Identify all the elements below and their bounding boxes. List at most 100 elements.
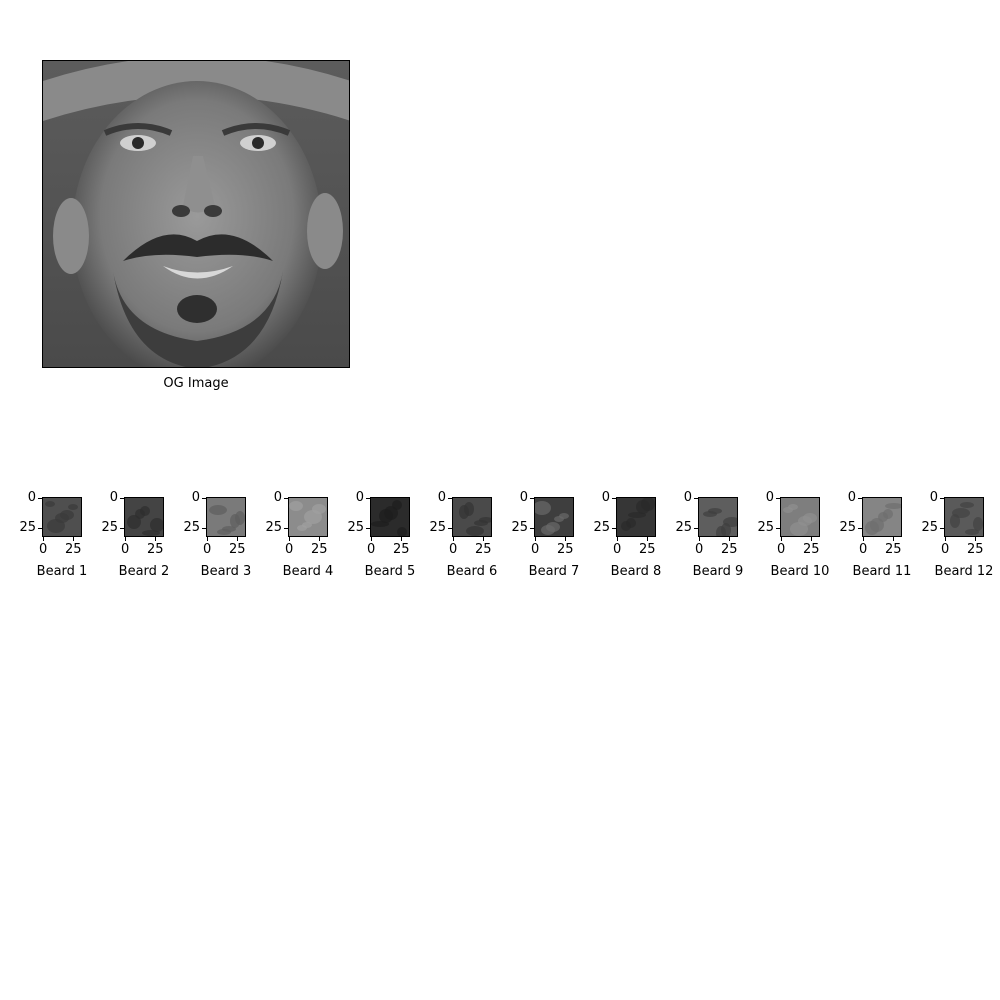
- y-tick: [694, 498, 698, 499]
- y-tick: [612, 498, 616, 499]
- x-tick-label: 0: [39, 542, 48, 557]
- y-tick-label: 25: [429, 520, 446, 535]
- y-tick-label: 0: [519, 490, 528, 505]
- x-tick: [729, 537, 730, 541]
- x-tick-label: 0: [367, 542, 376, 557]
- y-tick: [284, 498, 288, 499]
- x-tick-label: 0: [859, 542, 868, 557]
- beard-patch-caption: Beard 1: [36, 564, 88, 579]
- beard-patch-image: [125, 498, 163, 536]
- y-tick-label: 25: [593, 520, 610, 535]
- y-tick-label: 0: [109, 490, 118, 505]
- y-tick: [530, 498, 534, 499]
- beard-patch-2: [124, 497, 164, 537]
- beard-patch-caption: Beard 9: [692, 564, 744, 579]
- x-tick: [371, 537, 372, 541]
- y-tick-label: 25: [265, 520, 282, 535]
- x-tick-label: 25: [967, 542, 984, 557]
- x-tick: [289, 537, 290, 541]
- x-tick: [975, 537, 976, 541]
- x-tick-label: 25: [475, 542, 492, 557]
- y-tick: [202, 528, 206, 529]
- beard-patch-caption: Beard 2: [118, 564, 170, 579]
- x-tick-label: 0: [449, 542, 458, 557]
- x-tick: [811, 537, 812, 541]
- y-tick-label: 25: [183, 520, 200, 535]
- x-tick-label: 0: [203, 542, 212, 557]
- x-tick: [781, 537, 782, 541]
- x-tick-label: 25: [65, 542, 82, 557]
- x-tick: [237, 537, 238, 541]
- x-tick-label: 0: [941, 542, 950, 557]
- y-tick-label: 0: [929, 490, 938, 505]
- y-tick-label: 0: [273, 490, 282, 505]
- x-tick: [699, 537, 700, 541]
- x-tick: [647, 537, 648, 541]
- y-tick: [38, 528, 42, 529]
- beard-patch-caption: Beard 4: [282, 564, 334, 579]
- y-tick-label: 25: [675, 520, 692, 535]
- y-tick-label: 0: [191, 490, 200, 505]
- x-tick-label: 0: [613, 542, 622, 557]
- y-tick-label: 0: [847, 490, 856, 505]
- x-tick: [617, 537, 618, 541]
- beard-patch-7: [534, 497, 574, 537]
- y-tick-label: 0: [437, 490, 446, 505]
- x-tick-label: 0: [531, 542, 540, 557]
- beard-patch-image: [781, 498, 819, 536]
- y-tick: [38, 498, 42, 499]
- face-photo: [43, 61, 349, 367]
- beard-patch-image: [453, 498, 491, 536]
- y-tick: [366, 528, 370, 529]
- beard-patch-image: [945, 498, 983, 536]
- y-tick: [940, 528, 944, 529]
- beard-patch-caption: Beard 6: [446, 564, 498, 579]
- x-tick-label: 25: [721, 542, 738, 557]
- x-tick-label: 25: [393, 542, 410, 557]
- y-tick: [448, 528, 452, 529]
- beard-patch-1: [42, 497, 82, 537]
- y-tick: [202, 498, 206, 499]
- beard-patch-11: [862, 497, 902, 537]
- x-tick-label: 25: [147, 542, 164, 557]
- x-tick-label: 25: [311, 542, 328, 557]
- beard-patch-caption: Beard 10: [770, 564, 830, 579]
- beard-patch-caption: Beard 11: [852, 564, 912, 579]
- x-tick-label: 0: [285, 542, 294, 557]
- x-tick-label: 25: [639, 542, 656, 557]
- y-tick-label: 0: [601, 490, 610, 505]
- y-tick: [448, 498, 452, 499]
- beard-patch-image: [699, 498, 737, 536]
- y-tick-label: 25: [19, 520, 36, 535]
- beard-patch-9: [698, 497, 738, 537]
- x-tick: [155, 537, 156, 541]
- y-tick: [858, 498, 862, 499]
- x-tick: [535, 537, 536, 541]
- beard-patch-3: [206, 497, 246, 537]
- x-tick: [125, 537, 126, 541]
- beard-patch-6: [452, 497, 492, 537]
- x-tick: [453, 537, 454, 541]
- beard-patch-8: [616, 497, 656, 537]
- y-tick: [284, 528, 288, 529]
- x-tick: [207, 537, 208, 541]
- x-tick: [863, 537, 864, 541]
- beard-patch-4: [288, 497, 328, 537]
- y-tick-label: 25: [347, 520, 364, 535]
- y-tick: [694, 528, 698, 529]
- x-tick-label: 25: [557, 542, 574, 557]
- x-tick: [73, 537, 74, 541]
- beard-patch-image: [617, 498, 655, 536]
- y-tick-label: 0: [765, 490, 774, 505]
- x-tick: [945, 537, 946, 541]
- beard-patch-caption: Beard 12: [934, 564, 994, 579]
- y-tick-label: 25: [757, 520, 774, 535]
- y-tick: [530, 528, 534, 529]
- y-tick-label: 25: [511, 520, 528, 535]
- y-tick: [858, 528, 862, 529]
- y-tick: [366, 498, 370, 499]
- x-tick-label: 0: [695, 542, 704, 557]
- y-tick-label: 25: [839, 520, 856, 535]
- x-tick-label: 25: [229, 542, 246, 557]
- beard-patch-image: [863, 498, 901, 536]
